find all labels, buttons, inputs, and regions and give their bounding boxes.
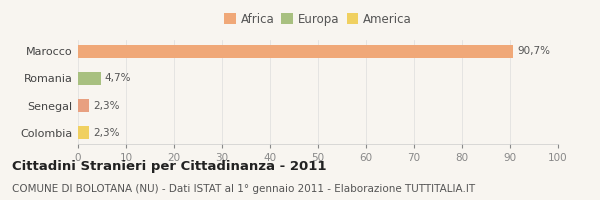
Text: COMUNE DI BOLOTANA (NU) - Dati ISTAT al 1° gennaio 2011 - Elaborazione TUTTITALI: COMUNE DI BOLOTANA (NU) - Dati ISTAT al … xyxy=(12,184,475,194)
Bar xyxy=(78,72,101,85)
Text: 4,7%: 4,7% xyxy=(104,73,131,83)
Bar xyxy=(78,45,514,58)
Text: Cittadini Stranieri per Cittadinanza - 2011: Cittadini Stranieri per Cittadinanza - 2… xyxy=(12,160,326,173)
Text: 90,7%: 90,7% xyxy=(517,46,550,56)
Text: 2,3%: 2,3% xyxy=(93,128,119,138)
Text: 2,3%: 2,3% xyxy=(93,101,119,111)
Bar xyxy=(78,99,89,112)
Bar xyxy=(78,126,89,139)
Legend: Africa, Europa, America: Africa, Europa, America xyxy=(220,8,416,30)
